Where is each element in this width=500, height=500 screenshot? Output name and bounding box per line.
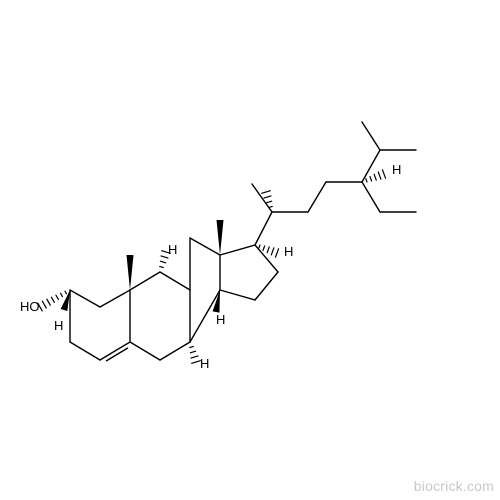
- svg-text:H: H: [284, 244, 293, 259]
- watermark-text: biocrick.com: [414, 478, 494, 494]
- svg-text:H: H: [216, 312, 225, 327]
- structure-canvas: HO H H H H H H biocrick.com: [0, 0, 500, 500]
- svg-text:H: H: [200, 356, 209, 371]
- svg-text:H: H: [168, 242, 177, 257]
- svg-text:HO: HO: [20, 299, 40, 314]
- svg-text:H: H: [54, 318, 63, 333]
- svg-text:H: H: [392, 162, 401, 177]
- molecule-svg: HO H H H H H H: [0, 0, 500, 500]
